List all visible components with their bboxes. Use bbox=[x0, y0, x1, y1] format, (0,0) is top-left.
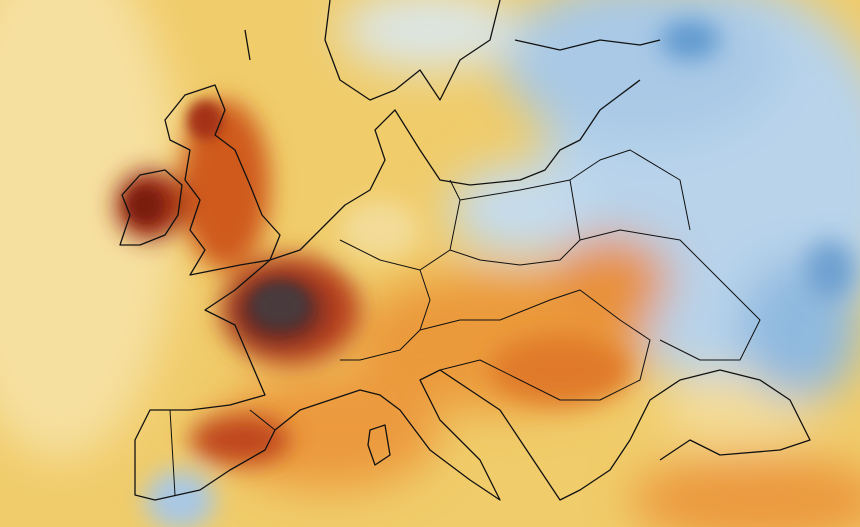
pale-benelux bbox=[340, 200, 420, 260]
peak-paris bbox=[252, 283, 308, 327]
coast-west bbox=[134, 229, 501, 501]
borders bbox=[169, 149, 761, 496]
field-small bbox=[127, 100, 308, 327]
cold-spot bbox=[660, 20, 720, 60]
coast-britain bbox=[164, 84, 281, 276]
border-ukraine bbox=[579, 229, 761, 361]
warm-mediterranean bbox=[220, 370, 440, 490]
hot-spain bbox=[190, 415, 290, 465]
cold-spot-east bbox=[805, 240, 855, 300]
coast-corsica bbox=[367, 424, 391, 466]
ocean-pale bbox=[0, 0, 180, 460]
warm-ukraine bbox=[550, 235, 670, 325]
border-central bbox=[419, 289, 651, 401]
coast-southeast bbox=[439, 369, 811, 501]
warm-britain bbox=[180, 100, 270, 270]
cold-central bbox=[450, 165, 590, 255]
border-germany-west bbox=[419, 179, 461, 271]
border-belarus bbox=[569, 149, 691, 231]
coast-scandinavia bbox=[324, 0, 501, 101]
coast-north bbox=[319, 79, 641, 231]
peak-ireland bbox=[127, 187, 163, 223]
warm-balkans bbox=[490, 335, 630, 405]
warm-turkey bbox=[630, 455, 860, 527]
cold-iberia bbox=[145, 470, 215, 527]
border-france-east bbox=[339, 239, 431, 361]
coast-baltic-north bbox=[514, 39, 661, 51]
border-pyrenees bbox=[249, 409, 276, 431]
border-portugal bbox=[169, 409, 176, 496]
cold-scandinavia bbox=[340, 0, 520, 70]
coast-ireland bbox=[119, 169, 183, 246]
coast-islands bbox=[244, 29, 251, 61]
coastlines bbox=[119, 0, 811, 501]
peak-scotland bbox=[187, 100, 223, 140]
border-poland bbox=[449, 179, 581, 266]
